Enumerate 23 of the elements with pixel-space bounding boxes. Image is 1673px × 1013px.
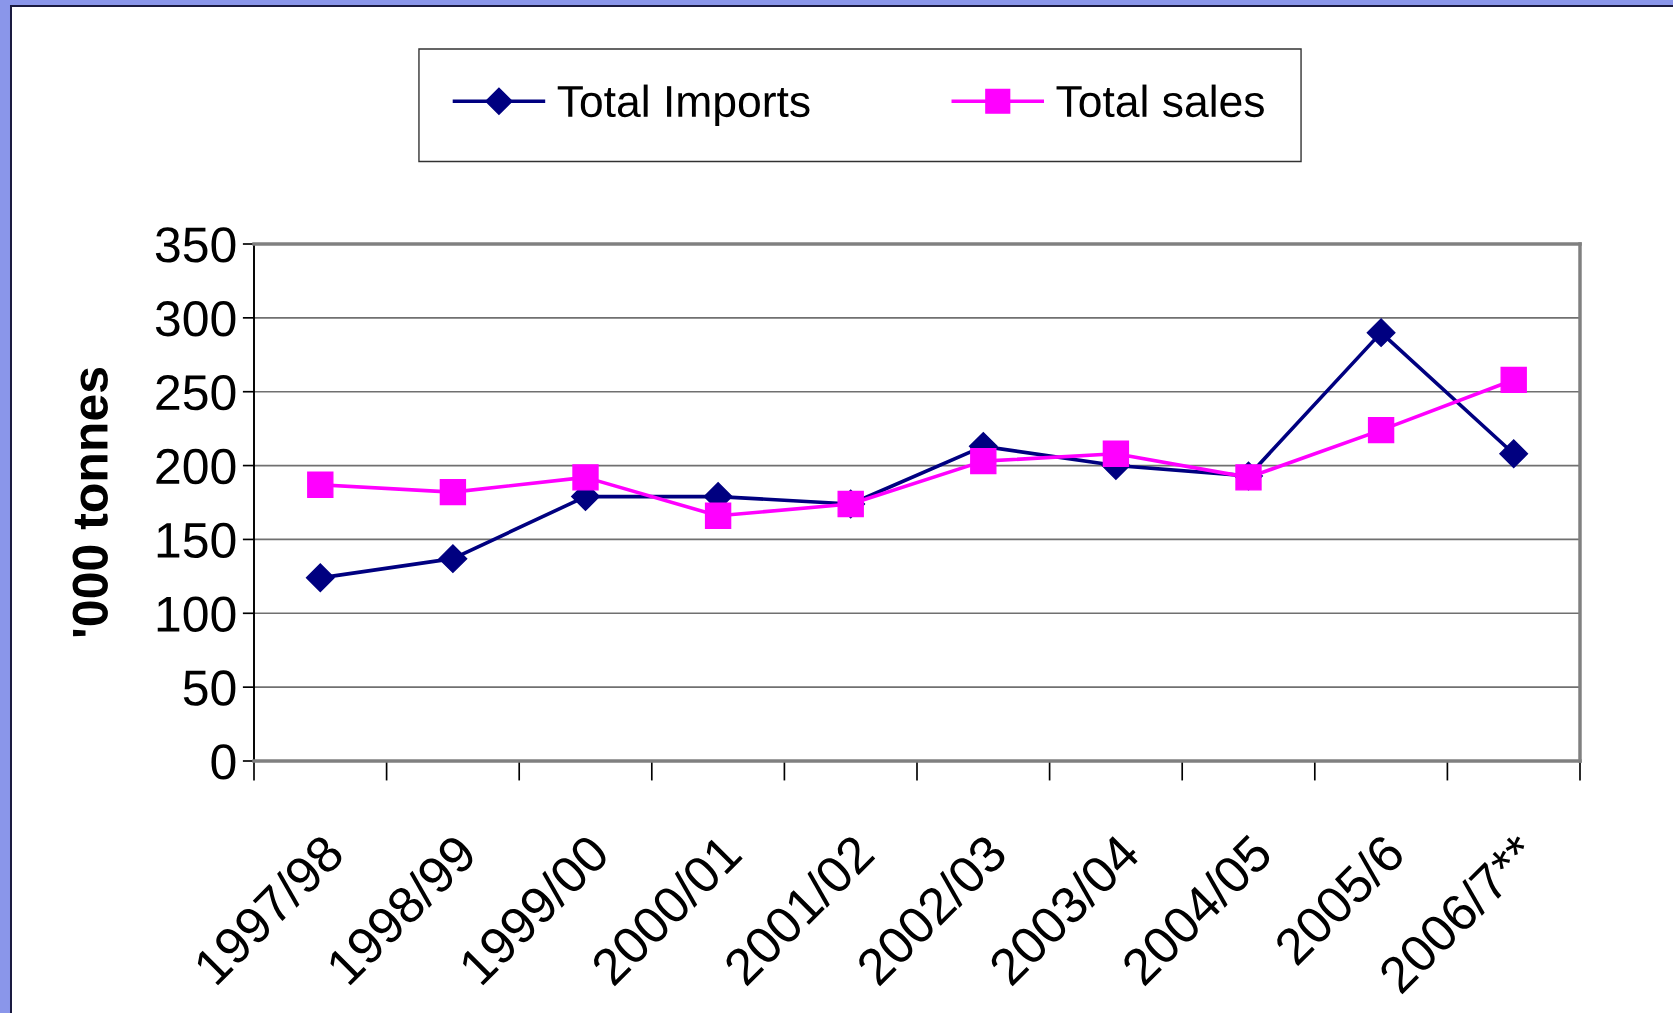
point <box>572 464 599 491</box>
point <box>307 471 334 498</box>
y-tick-label: 0 <box>211 744 236 780</box>
point <box>1367 416 1395 444</box>
y-tick-label: 50 <box>183 670 236 706</box>
point <box>1500 366 1527 394</box>
y-tick-label: 350 <box>155 227 236 263</box>
point <box>1499 439 1529 469</box>
point <box>1102 440 1130 467</box>
y-axis-title: '000 tonnes <box>72 367 108 637</box>
point <box>439 478 467 506</box>
y-tick-label: 100 <box>157 596 236 632</box>
point <box>438 544 468 574</box>
point <box>305 563 335 593</box>
y-tick-label: 300 <box>155 301 236 337</box>
y-tick-label: 250 <box>156 374 236 411</box>
y-tick-label: 200 <box>156 448 236 485</box>
y-tick-label: 150 <box>157 522 236 559</box>
legend-label: Total Imports <box>557 84 810 126</box>
point <box>1366 318 1396 348</box>
legend-label: Total sales <box>1056 84 1264 118</box>
point <box>970 447 997 475</box>
point <box>704 502 732 529</box>
